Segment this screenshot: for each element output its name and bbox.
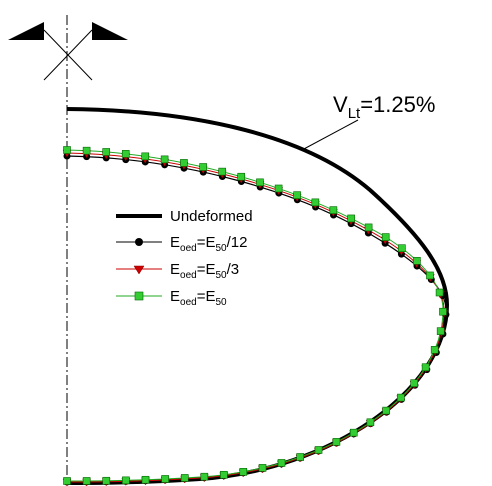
- marker-square: [274, 184, 283, 193]
- curve-e3: [66, 152, 445, 483]
- legend-label: Eoed=E50/12: [170, 234, 247, 254]
- marker-square: [436, 327, 445, 335]
- cross-line: [43, 29, 93, 81]
- marker-square: [141, 475, 150, 484]
- legend-label: Eoed=E50/3: [170, 261, 239, 281]
- marker-square: [381, 233, 390, 241]
- marker-square: [329, 206, 338, 214]
- marker-square: [102, 476, 111, 485]
- marker-square: [218, 167, 227, 176]
- marker-square: [382, 406, 390, 415]
- markers: [62, 146, 450, 486]
- marker-square: [82, 477, 91, 485]
- marker-square: [435, 288, 444, 297]
- leader-line: [301, 119, 359, 151]
- marker-square: [426, 271, 434, 280]
- annotation: VLt=1.25%: [333, 92, 435, 122]
- marker-square: [141, 152, 150, 161]
- marker-square: [364, 223, 373, 232]
- marker-square: [102, 148, 111, 156]
- legend-marker: [133, 265, 145, 275]
- marker-square: [200, 472, 209, 481]
- marker-square: [311, 198, 320, 207]
- marker-square: [366, 418, 375, 427]
- legend-marker: [134, 291, 144, 301]
- marker-square: [421, 363, 430, 372]
- marker-square: [410, 379, 418, 387]
- marker-square: [82, 146, 91, 155]
- marker-square: [237, 172, 245, 181]
- marker-square: [277, 459, 286, 467]
- right-flag: [92, 22, 128, 40]
- marker-square: [398, 244, 406, 253]
- marker-square: [293, 191, 301, 199]
- marker-square: [63, 477, 71, 485]
- marker-square: [314, 446, 323, 454]
- curve-e50: [66, 149, 444, 482]
- marker-square: [63, 146, 71, 154]
- legend-label: Undeformed: [170, 208, 253, 225]
- marker-square: [121, 150, 130, 158]
- legend-label: Eoed=E50: [170, 288, 227, 308]
- marker-square: [430, 346, 439, 354]
- left-flag: [8, 22, 44, 40]
- marker-square: [332, 438, 341, 446]
- marker-square: [397, 393, 405, 402]
- legend-marker: [135, 238, 143, 246]
- marker-square: [256, 178, 264, 187]
- marker-square: [296, 453, 305, 461]
- marker-square: [258, 464, 267, 472]
- marker-square: [180, 159, 188, 167]
- marker-square: [160, 155, 169, 164]
- marker-square: [239, 468, 248, 476]
- marker-square: [122, 476, 130, 485]
- curve-e12: [66, 155, 447, 483]
- marker-square: [199, 163, 207, 171]
- marker-square: [161, 475, 169, 483]
- marker-square: [439, 307, 447, 316]
- marker-square: [180, 474, 189, 482]
- marker-square: [349, 428, 358, 437]
- marker-square: [220, 470, 228, 479]
- marker-square: [347, 214, 355, 223]
- marker-square: [413, 257, 421, 265]
